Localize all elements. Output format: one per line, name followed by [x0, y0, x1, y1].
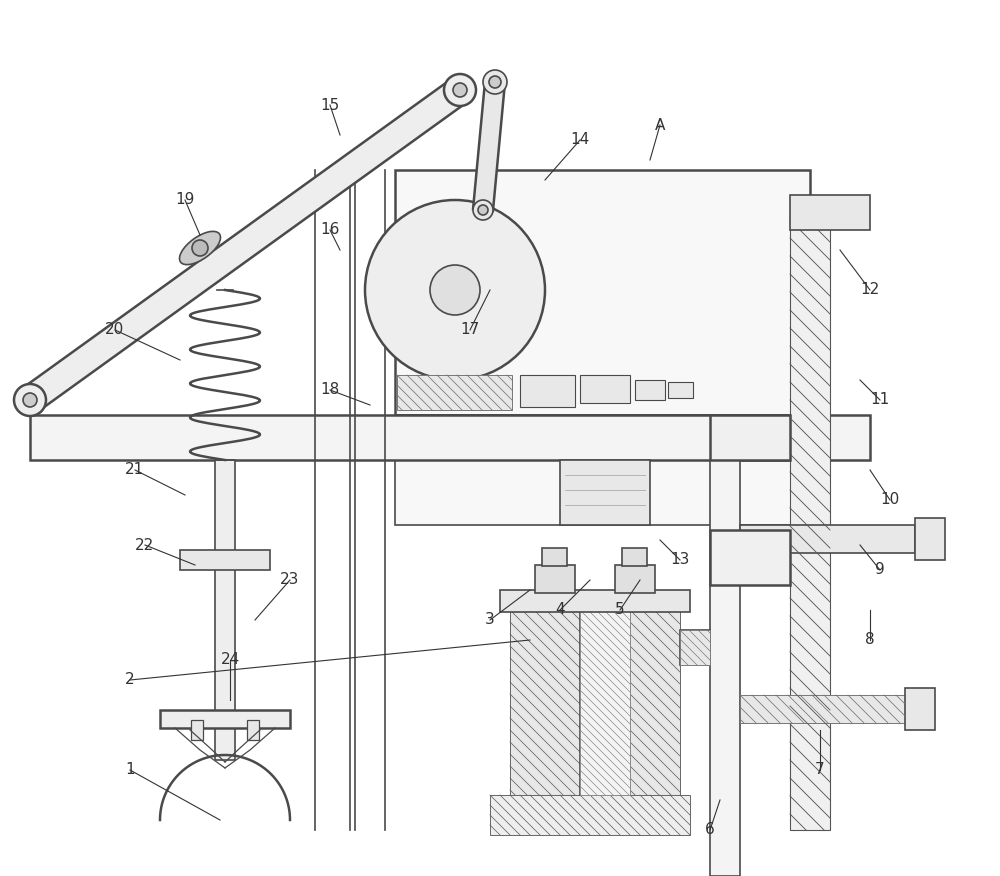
Text: 9: 9	[875, 562, 885, 577]
Text: 14: 14	[570, 132, 590, 147]
Bar	[160, 710, 290, 728]
Bar	[490, 795, 690, 835]
Text: 13: 13	[670, 553, 690, 568]
Text: 4: 4	[555, 603, 565, 618]
Circle shape	[453, 83, 467, 97]
Bar	[915, 518, 945, 560]
Circle shape	[489, 76, 501, 88]
Bar	[191, 720, 203, 740]
Bar	[397, 375, 512, 410]
Bar	[615, 565, 655, 593]
Text: 11: 11	[870, 392, 890, 407]
Ellipse shape	[179, 231, 221, 265]
Bar	[680, 630, 710, 665]
Bar	[680, 630, 710, 665]
Text: 19: 19	[175, 193, 195, 208]
Text: 3: 3	[485, 612, 495, 627]
Text: 8: 8	[865, 632, 875, 647]
Circle shape	[365, 200, 545, 380]
Circle shape	[430, 265, 480, 315]
Bar	[790, 220, 830, 830]
Circle shape	[473, 200, 493, 220]
Bar	[740, 695, 905, 723]
Bar	[580, 610, 630, 795]
Bar	[395, 170, 810, 415]
Text: 15: 15	[320, 97, 340, 112]
Bar	[580, 375, 630, 403]
Polygon shape	[22, 79, 468, 412]
Bar	[635, 380, 665, 400]
Text: 10: 10	[880, 492, 900, 507]
Bar	[395, 415, 810, 525]
Text: 2: 2	[125, 673, 135, 688]
Bar	[668, 382, 693, 398]
Bar	[510, 610, 680, 795]
Text: 20: 20	[105, 322, 125, 337]
Text: 24: 24	[220, 653, 240, 668]
Circle shape	[192, 240, 208, 256]
Bar	[215, 460, 235, 760]
Text: 7: 7	[815, 762, 825, 778]
Bar	[30, 415, 870, 460]
Circle shape	[444, 74, 476, 106]
Bar	[710, 530, 790, 585]
Bar	[790, 195, 870, 230]
Bar	[560, 460, 650, 525]
Text: 18: 18	[320, 383, 340, 398]
Circle shape	[14, 384, 46, 416]
Text: 5: 5	[615, 603, 625, 618]
Bar	[247, 720, 259, 740]
Circle shape	[478, 205, 488, 215]
Bar	[710, 415, 790, 460]
Bar	[535, 565, 575, 593]
Text: 6: 6	[705, 823, 715, 837]
Text: 22: 22	[135, 538, 155, 553]
Bar	[710, 460, 740, 876]
Text: 1: 1	[125, 762, 135, 778]
Circle shape	[483, 70, 507, 94]
Circle shape	[23, 393, 37, 407]
Text: 17: 17	[460, 322, 480, 337]
Text: 21: 21	[125, 463, 145, 477]
Bar	[180, 550, 270, 570]
Bar	[520, 375, 575, 407]
Bar	[905, 688, 935, 730]
Bar	[622, 548, 647, 566]
Text: A: A	[655, 117, 665, 132]
Bar	[542, 548, 567, 566]
Text: 16: 16	[320, 223, 340, 237]
Text: 23: 23	[280, 573, 300, 588]
Bar	[740, 525, 915, 553]
Bar	[580, 610, 630, 795]
Text: 12: 12	[860, 282, 880, 298]
Polygon shape	[473, 81, 505, 211]
Bar	[500, 590, 690, 612]
